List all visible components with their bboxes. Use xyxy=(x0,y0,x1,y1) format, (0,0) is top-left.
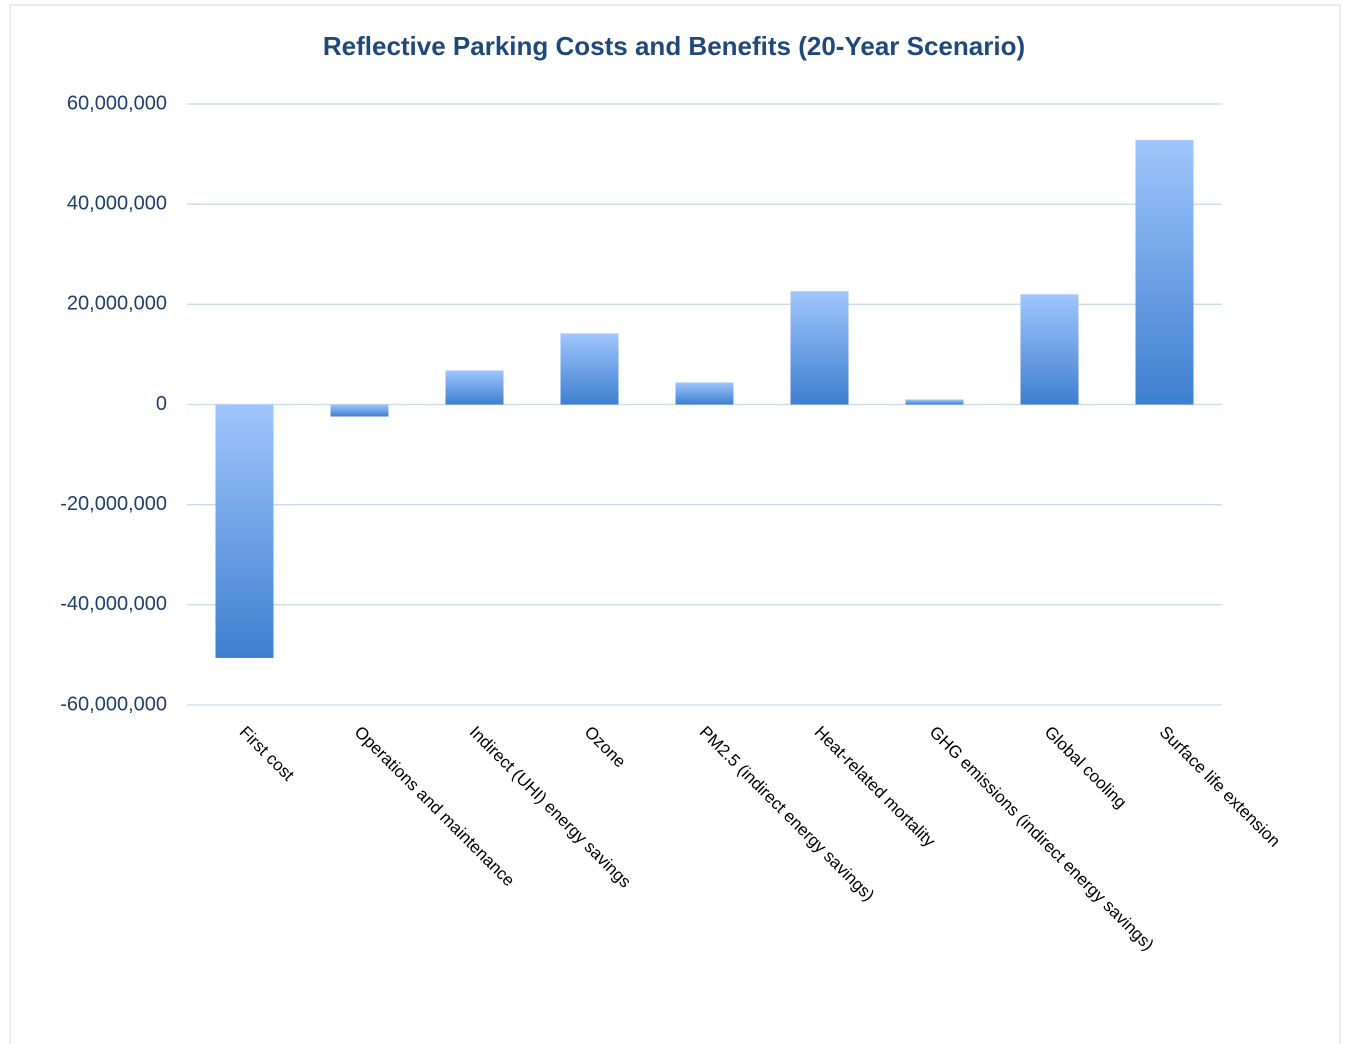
bar xyxy=(330,404,389,417)
chart-frame xyxy=(9,4,1341,1044)
y-tick-label: -60,000,000 xyxy=(60,693,167,715)
y-tick-label: -20,000,000 xyxy=(60,493,167,515)
y-tick-label: 60,000,000 xyxy=(67,92,167,114)
y-tick-label: -40,000,000 xyxy=(60,593,167,615)
x-tick-label: Global cooling xyxy=(1041,722,1131,812)
x-tick-label: Surface life extension xyxy=(1156,722,1284,850)
bar xyxy=(560,333,619,405)
bar xyxy=(215,404,274,658)
y-tick-label: 0 xyxy=(156,393,167,415)
y-tick-label: 20,000,000 xyxy=(67,293,167,315)
bar xyxy=(1135,140,1194,405)
x-tick-label: GHG emissions (indirect energy savings) xyxy=(926,722,1158,954)
bar xyxy=(675,382,734,405)
y-tick-label: 40,000,000 xyxy=(67,192,167,214)
x-tick-label: First cost xyxy=(236,722,298,784)
bar xyxy=(905,399,964,405)
x-tick-label: Heat-related mortality xyxy=(811,722,940,851)
x-tick-label: Ozone xyxy=(581,722,630,771)
bar xyxy=(1020,294,1079,405)
chart-title: Reflective Parking Costs and Benefits (2… xyxy=(323,31,1025,61)
bar xyxy=(445,370,504,405)
bar xyxy=(790,291,849,405)
